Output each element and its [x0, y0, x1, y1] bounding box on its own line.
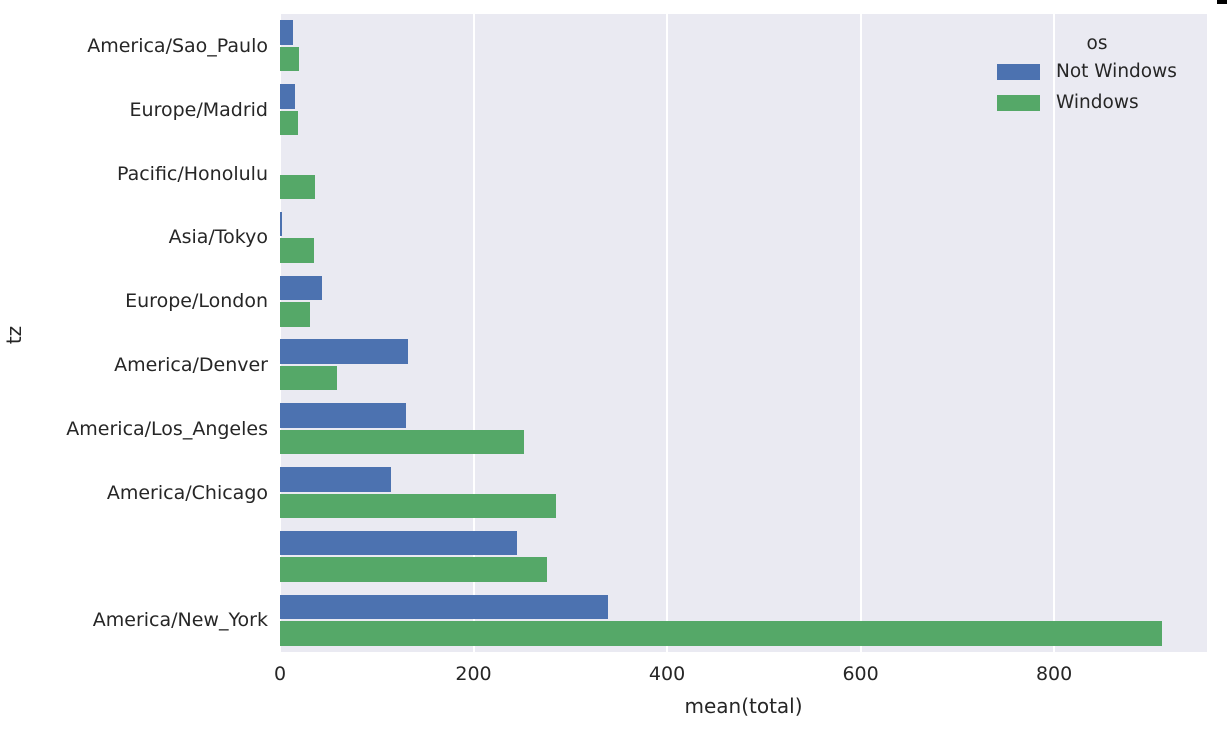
y-tick-label: America/Chicago — [106, 481, 268, 504]
x-tick-label: 600 — [842, 663, 879, 685]
bar-not-windows — [280, 275, 322, 301]
legend-swatch — [997, 94, 1040, 111]
bar-not-windows — [280, 339, 408, 364]
y-tick-label: America/Denver — [114, 353, 268, 376]
bar-windows — [280, 621, 1163, 646]
bar-windows — [280, 302, 310, 327]
gridline — [279, 14, 281, 652]
legend-title: os — [1086, 33, 1108, 54]
bar-windows — [280, 46, 300, 72]
bar-not-windows — [280, 467, 392, 492]
y-tick-label: Asia/Tokyo — [168, 226, 268, 249]
y-tick-label — [0, 543, 268, 569]
y-tick-label: America/Los_Angeles — [66, 417, 268, 440]
y-tick-label: Europe/Madrid — [129, 98, 268, 121]
legend-label: Windows — [1056, 92, 1139, 113]
legend-swatch — [997, 63, 1040, 80]
bar-not-windows — [280, 530, 518, 556]
y-tick-label: America/Sao_Paulo — [87, 34, 268, 57]
bar-windows — [280, 110, 299, 136]
bar-windows — [280, 238, 314, 263]
legend-entry: Windows — [997, 87, 1197, 118]
legend-label: Not Windows — [1056, 61, 1177, 82]
bar-not-windows — [280, 84, 296, 109]
legend: os Not Windows Windows — [997, 32, 1197, 118]
gridline — [1053, 14, 1056, 652]
x-tick-label: 200 — [455, 663, 492, 685]
gridline — [666, 14, 669, 652]
gridline — [472, 14, 475, 652]
x-axis-title: mean(total) — [684, 694, 803, 718]
bar-windows — [280, 365, 338, 391]
legend-entry: Not Windows — [997, 56, 1197, 87]
bar-not-windows — [280, 403, 406, 428]
x-tick-label: 0 — [273, 663, 287, 685]
gridline — [859, 14, 862, 652]
bar-windows — [280, 493, 556, 518]
y-axis-title: tz — [2, 325, 26, 345]
y-tick-label: Pacific/Honolulu — [116, 162, 268, 185]
y-tick-label: America/New_York — [92, 609, 268, 632]
bar-not-windows — [280, 594, 609, 620]
bar-windows — [280, 557, 548, 582]
bar-windows — [280, 429, 524, 455]
x-tick-label: 400 — [648, 663, 686, 685]
bar-not-windows — [280, 20, 293, 45]
x-tick-label: 800 — [1035, 663, 1073, 685]
plot-area — [279, 14, 1207, 652]
bar-not-windows — [280, 211, 282, 237]
legend-entries: Not Windows Windows — [997, 56, 1197, 118]
y-tick-label: Europe/London — [125, 290, 268, 313]
bar-windows — [280, 174, 315, 199]
corner-artifact — [1217, 0, 1227, 4]
